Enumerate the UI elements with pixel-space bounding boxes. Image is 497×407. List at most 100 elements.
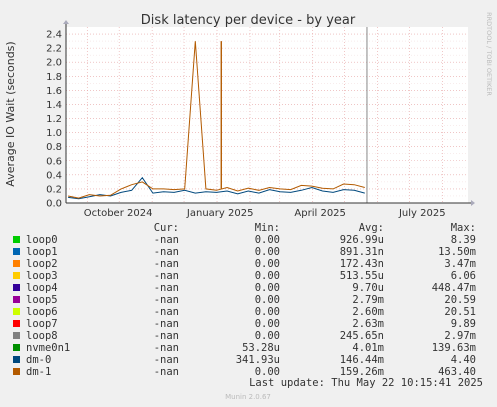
legend-min-loop3: 0.00 bbox=[255, 270, 280, 282]
legend-min-loop5: 0.00 bbox=[255, 294, 280, 306]
legend-min-dm-0: 341.93u bbox=[236, 354, 280, 366]
legend-min-loop7: 0.00 bbox=[255, 318, 280, 330]
legend-cur-loop6: -nan bbox=[154, 306, 179, 318]
legend-cur-loop8: -nan bbox=[154, 330, 179, 342]
y-axis-arrow bbox=[63, 20, 69, 24]
legend-name-loop7: loop7 bbox=[26, 318, 58, 330]
legend-swatch-loop6 bbox=[13, 308, 20, 315]
y-tick-label: 0.2 bbox=[46, 184, 62, 195]
legend-header-avg: Avg: bbox=[359, 222, 384, 234]
legend-avg-loop2: 172.43n bbox=[340, 258, 384, 270]
legend-avg-loop0: 926.99u bbox=[340, 234, 384, 246]
legend-name-loop2: loop2 bbox=[26, 258, 58, 270]
legend-max-dm-1: 463.40 bbox=[438, 366, 476, 378]
legend-max-loop3: 6.06 bbox=[451, 270, 476, 282]
x-tick-label: July 2025 bbox=[398, 208, 446, 219]
y-axis-label: Average IO Wait (seconds) bbox=[4, 41, 17, 186]
last-update: Last update: Thu May 22 10:15:41 2025 bbox=[249, 377, 483, 389]
y-tick-label: 2.0 bbox=[46, 58, 62, 69]
legend-max-loop0: 8.39 bbox=[451, 234, 476, 246]
legend-max-nvme0n1: 139.63m bbox=[432, 342, 476, 354]
rrdtool-credit: RRDTOOL / TOBI OETIKER bbox=[485, 12, 493, 96]
legend-name-loop3: loop3 bbox=[26, 270, 58, 282]
legend-swatch-nvme0n1 bbox=[13, 344, 20, 351]
legend-max-loop1: 13.50m bbox=[438, 246, 476, 258]
legend-swatch-loop4 bbox=[13, 284, 20, 291]
legend-avg-dm-1: 159.26m bbox=[340, 366, 384, 378]
legend-name-loop6: loop6 bbox=[26, 306, 58, 318]
legend-cur-loop2: -nan bbox=[154, 258, 179, 270]
legend-max-loop2: 3.47m bbox=[444, 258, 476, 270]
legend-name-dm-0: dm-0 bbox=[26, 354, 51, 366]
legend-cur-dm-0: -nan bbox=[154, 354, 179, 366]
legend-cur-nvme0n1: -nan bbox=[154, 342, 179, 354]
legend-header-min: Min: bbox=[255, 222, 280, 234]
legend-avg-loop1: 891.31n bbox=[340, 246, 384, 258]
y-tick-label: 0.8 bbox=[46, 142, 62, 153]
y-tick-label: 2.4 bbox=[46, 30, 62, 41]
series-lines bbox=[68, 27, 368, 203]
y-tick-label: 1.0 bbox=[46, 128, 62, 139]
legend-name-loop5: loop5 bbox=[26, 294, 58, 306]
legend-swatch-loop8 bbox=[13, 332, 20, 339]
legend-max-loop4: 448.47m bbox=[432, 282, 476, 294]
legend-avg-loop3: 513.55u bbox=[340, 270, 384, 282]
legend-header-cur: Cur: bbox=[154, 222, 179, 234]
legend-min-loop0: 0.00 bbox=[255, 234, 280, 246]
legend-name-loop1: loop1 bbox=[26, 246, 58, 258]
legend-swatch-dm-1 bbox=[13, 368, 20, 375]
plot-area bbox=[66, 27, 468, 203]
legend-cur-loop5: -nan bbox=[154, 294, 179, 306]
series-dm-0 bbox=[68, 176, 365, 200]
y-tick-label: 1.2 bbox=[46, 114, 62, 125]
x-axis-arrow bbox=[471, 200, 475, 206]
legend-min-dm-1: 0.00 bbox=[255, 366, 280, 378]
legend-min-loop2: 0.00 bbox=[255, 258, 280, 270]
legend-swatch-loop3 bbox=[13, 272, 20, 279]
legend-cur-loop7: -nan bbox=[154, 318, 179, 330]
axes bbox=[63, 20, 475, 206]
legend: Cur: Min: Avg: Max: loop0 -nan 0.00 926.99u 8.39… bbox=[13, 222, 476, 378]
x-tick-label: October 2024 bbox=[84, 208, 153, 219]
legend-name-loop8: loop8 bbox=[26, 330, 58, 342]
legend-cur-loop1: -nan bbox=[154, 246, 179, 258]
series-dm-1 bbox=[68, 41, 365, 199]
legend-name-nvme0n1: nvme0n1 bbox=[26, 342, 70, 354]
legend-swatch-loop7 bbox=[13, 320, 20, 327]
legend-avg-nvme0n1: 4.01m bbox=[352, 342, 384, 354]
legend-cur-loop3: -nan bbox=[154, 270, 179, 282]
legend-min-loop4: 0.00 bbox=[255, 282, 280, 294]
legend-swatch-loop2 bbox=[13, 260, 20, 267]
y-tick-label: 0.6 bbox=[46, 156, 62, 167]
legend-name-loop4: loop4 bbox=[26, 282, 58, 294]
legend-avg-loop6: 2.60m bbox=[352, 306, 384, 318]
legend-avg-loop8: 245.65n bbox=[340, 330, 384, 342]
legend-swatch-loop5 bbox=[13, 296, 20, 303]
legend-swatch-dm-0 bbox=[13, 356, 20, 363]
y-tick-label: 1.6 bbox=[46, 86, 62, 97]
y-tick-label: 0.0 bbox=[46, 199, 62, 210]
legend-swatch-loop0 bbox=[13, 236, 20, 243]
legend-name-dm-1: dm-1 bbox=[26, 366, 51, 378]
y-tick-label: 1.8 bbox=[46, 72, 62, 83]
legend-max-dm-0: 4.40 bbox=[451, 354, 476, 366]
legend-name-loop0: loop0 bbox=[26, 234, 58, 246]
legend-min-loop8: 0.00 bbox=[255, 330, 280, 342]
legend-avg-loop7: 2.63m bbox=[352, 318, 384, 330]
y-tick-label: 2.2 bbox=[46, 44, 62, 55]
x-tick-labels: October 2024 January 2025 April 2025 July 2… bbox=[84, 208, 446, 219]
legend-cur-dm-1: -nan bbox=[154, 366, 179, 378]
legend-header-max: Max: bbox=[451, 222, 476, 234]
legend-swatch-loop1 bbox=[13, 248, 20, 255]
legend-avg-loop4: 9.70u bbox=[352, 282, 384, 294]
legend-max-loop8: 2.97m bbox=[444, 330, 476, 342]
legend-min-loop1: 0.00 bbox=[255, 246, 280, 258]
legend-cur-loop4: -nan bbox=[154, 282, 179, 294]
legend-max-loop7: 9.89 bbox=[451, 318, 476, 330]
legend-cur-loop0: -nan bbox=[154, 234, 179, 246]
y-tick-label: 1.4 bbox=[46, 100, 62, 111]
x-tick-label: January 2025 bbox=[186, 208, 254, 219]
x-tick-label: April 2025 bbox=[294, 208, 345, 219]
legend-avg-dm-0: 146.44m bbox=[340, 354, 384, 366]
